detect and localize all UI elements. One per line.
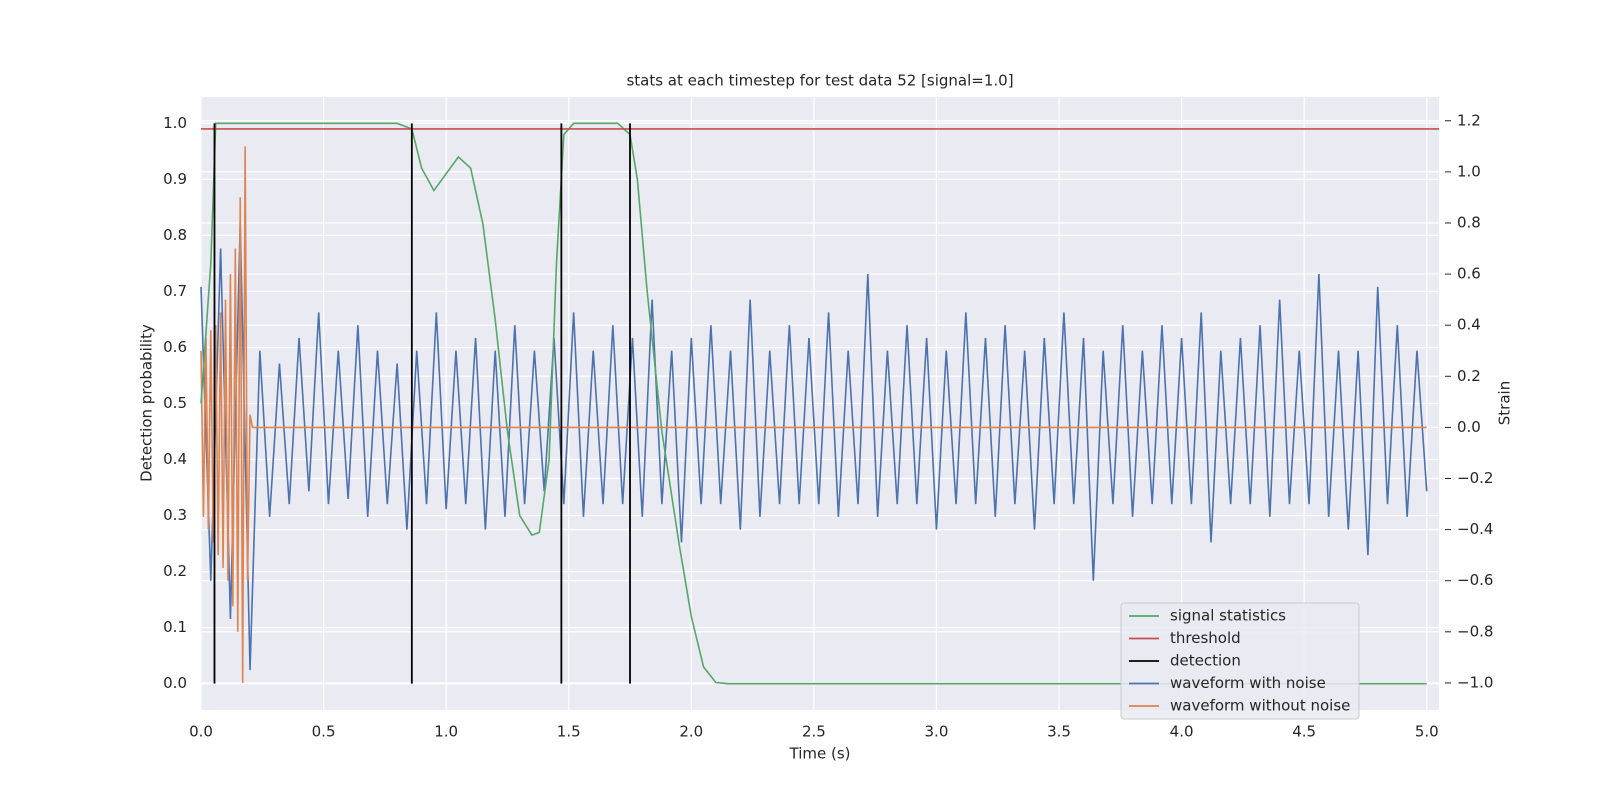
x-tick-label: 4.5 [1292, 723, 1316, 741]
series-line [200, 146, 1427, 683]
y-axis-label: Detection probability [138, 324, 156, 482]
y2-tick-label: 1.0 [1457, 162, 1481, 180]
series-line [200, 222, 1428, 671]
chart-title: stats at each timestep for test data 52 … [626, 72, 1013, 90]
x-tick-label: 4.0 [1170, 723, 1194, 741]
x-tick-label: 5.0 [1415, 723, 1439, 741]
y2-tick-label: −0.4 [1457, 520, 1493, 538]
y-tick-label: 0.7 [163, 282, 187, 300]
legend-label: detection [1170, 652, 1241, 670]
y-tick-label: 0.0 [163, 674, 187, 692]
y2-tick-label: −0.2 [1457, 469, 1493, 487]
y-tick-label: 0.5 [163, 394, 187, 412]
y2-tick-label: 0.4 [1457, 316, 1481, 334]
y2-tick-label: −1.0 [1457, 673, 1493, 691]
y-tick-label: 0.4 [163, 450, 187, 468]
axes: 0.0 0.5 1.0 1.5 2.0 2.5 3.0 3.5 4.0 4.5 5.0 0.0 0.1 0… [163, 111, 1493, 740]
y2-tick-label: 0.0 [1457, 418, 1481, 436]
legend: signal statistics threshold detection wavef… [1120, 602, 1360, 720]
x-tick-label: 0.5 [312, 723, 336, 741]
y2-tick-label: 0.8 [1457, 213, 1481, 231]
x-axis-label: Time (s) [789, 745, 851, 763]
y-tick-label: 0.3 [163, 506, 187, 524]
y-tick-label: 0.6 [163, 338, 187, 356]
y2-axis-label: Strain [1496, 381, 1514, 425]
x-tick-label: 0.0 [189, 723, 213, 741]
legend-box [1120, 602, 1360, 720]
y-tick-label: 0.2 [163, 562, 187, 580]
legend-label: waveform without noise [1170, 697, 1350, 715]
y2-tick-label: 0.6 [1457, 265, 1481, 283]
x-tick-label: 3.5 [1047, 723, 1071, 741]
x-tick-label: 3.0 [925, 723, 949, 741]
legend-label: threshold [1170, 629, 1241, 647]
y-tick-label: 0.8 [163, 226, 187, 244]
y-tick-label: 0.1 [163, 618, 187, 636]
y2-tick-label: −0.6 [1457, 571, 1493, 589]
y2-tick-label: 0.2 [1457, 367, 1481, 385]
series-line [200, 122, 1427, 685]
legend-label: signal statistics [1170, 607, 1286, 625]
x-tick-label: 2.5 [802, 723, 826, 741]
marks [200, 122, 1439, 685]
x-tick-label: 2.0 [679, 723, 703, 741]
legend-label: waveform with noise [1170, 674, 1326, 692]
x-tick-label: 1.5 [557, 723, 581, 741]
x-tick-label: 1.0 [434, 723, 458, 741]
y2-tick-label: 1.2 [1457, 111, 1481, 129]
y2-tick-label: −0.8 [1457, 622, 1493, 640]
y-tick-label: 0.9 [163, 170, 187, 188]
y-tick-label: 1.0 [163, 114, 187, 132]
